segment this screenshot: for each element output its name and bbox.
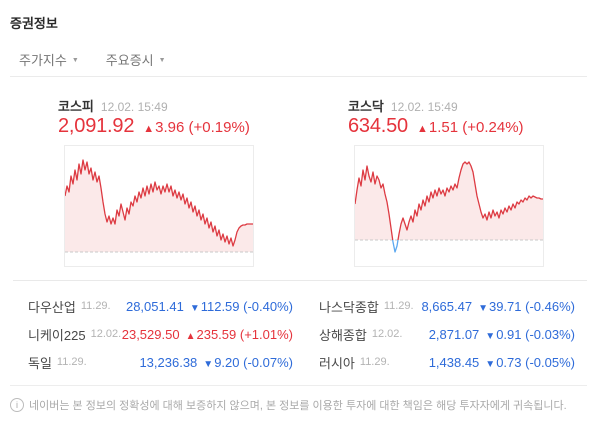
index-date: 11.29.: [56, 356, 87, 368]
index-change: ▼39.71 (-0.46%): [478, 299, 575, 314]
kospi-price: 2,091.92: [58, 115, 135, 137]
index-quote: 2,871.07 ▼0.91 (-0.03%): [429, 327, 575, 342]
down-arrow-icon: ▼: [478, 302, 488, 314]
world-row-russia[interactable]: 러시아 11.29. 1,438.45 ▼0.73 (-0.05%): [319, 348, 575, 376]
chevron-down-icon: ▼: [158, 57, 166, 64]
section-divider: [13, 280, 587, 281]
index-quote: 8,665.47 ▼39.71 (-0.46%): [421, 299, 575, 314]
world-row-dow[interactable]: 다우산업 11.29. 28,051.41 ▼112.59 (-0.40%): [28, 292, 293, 320]
up-arrow-icon: ▲: [143, 123, 155, 135]
index-change-percent: (-0.07%): [243, 354, 293, 370]
index-date: 11.29.: [80, 300, 111, 312]
kosdaq-change: ▲1.51 (+0.24%): [417, 119, 524, 136]
index-change-value: 235.59: [196, 326, 237, 342]
kosdaq-change-percent: (+0.24%): [462, 119, 524, 136]
kosdaq-price-row: 634.50 ▲1.51 (+0.24%): [348, 115, 554, 139]
up-arrow-icon: ▲: [185, 330, 196, 342]
index-name: 니케이225: [28, 327, 86, 343]
index-name: 다우산업: [28, 299, 76, 315]
index-name: 나스닥종합: [319, 299, 379, 315]
world-indices-table: 다우산업 11.29. 28,051.41 ▼112.59 (-0.40%) 나…: [28, 292, 575, 376]
kosdaq-name: 코스닥: [348, 99, 384, 114]
page-title: 증권정보: [10, 16, 58, 31]
index-change-value: 9.20: [214, 354, 240, 370]
world-row-nasdaq[interactable]: 나스닥종합 11.29. 8,665.47 ▼39.71 (-0.46%): [319, 292, 575, 320]
disclaimer: i 네이버는 본 정보의 정확성에 대해 보증하지 않으며, 본 정보를 이용한…: [10, 397, 567, 413]
index-change: ▼9.20 (-0.07%): [203, 355, 293, 370]
index-value: 2,871.07: [428, 326, 480, 342]
up-arrow-icon: ▲: [416, 123, 428, 135]
world-row-germany[interactable]: 독일 11.29. 13,236.38 ▼9.20 (-0.07%): [28, 348, 293, 376]
kosdaq-price: 634.50: [348, 115, 408, 137]
index-change-value: 112.59: [200, 298, 240, 314]
down-arrow-icon: ▼: [203, 358, 214, 370]
index-date: 11.29.: [383, 300, 414, 312]
kospi-card[interactable]: 코스피 12.02. 15:49 2,091.92 ▲3.96 (+0.19%): [58, 96, 264, 267]
index-change-percent: (-0.05%): [525, 354, 575, 370]
kospi-change-value: 3.96: [155, 119, 185, 136]
tab-stock-index[interactable]: 주가지수 ▼: [19, 50, 79, 69]
world-row-shanghai[interactable]: 상해종합 12.02. 2,871.07 ▼0.91 (-0.03%): [319, 320, 575, 348]
index-change: ▼0.73 (-0.05%): [485, 355, 575, 370]
index-change: ▲235.59 (+1.01%): [186, 327, 293, 342]
index-change-percent: (+1.01%): [239, 326, 293, 342]
index-value: 23,529.50: [121, 326, 180, 342]
kospi-chart: [65, 159, 253, 253]
kospi-chart-frame: [64, 145, 254, 267]
tab-major-markets[interactable]: 주요증시 ▼: [106, 50, 166, 69]
index-value: 13,236.38: [139, 354, 198, 370]
index-name: 러시아: [319, 355, 355, 371]
down-arrow-icon: ▼: [485, 330, 496, 342]
index-date: 11.29.: [359, 356, 390, 368]
kospi-price-row: 2,091.92 ▲3.96 (+0.19%): [58, 115, 264, 139]
world-row-nikkei[interactable]: 니케이225 12.02. 23,529.50 ▲235.59 (+1.01%): [28, 320, 293, 348]
down-arrow-icon: ▼: [485, 358, 496, 370]
kosdaq-header: 코스닥 12.02. 15:49: [348, 96, 554, 114]
kospi-header: 코스피 12.02. 15:49: [58, 96, 264, 114]
index-quote: 1,438.45 ▼0.73 (-0.05%): [429, 355, 575, 370]
kosdaq-chart: [355, 161, 543, 253]
kospi-name: 코스피: [58, 99, 94, 114]
disclaimer-text: 네이버는 본 정보의 정확성에 대해 보증하지 않으며, 본 정보를 이용한 투…: [29, 400, 567, 412]
index-quote: 23,529.50 ▲235.59 (+1.01%): [122, 327, 293, 342]
index-date: 12.02.: [371, 328, 403, 340]
index-quote: 28,051.41 ▼112.59 (-0.40%): [126, 299, 293, 314]
index-value: 1,438.45: [428, 354, 480, 370]
index-date: 12.02.: [90, 328, 122, 340]
index-name: 상해종합: [319, 327, 367, 343]
kosdaq-datetime: 12.02. 15:49: [390, 100, 458, 114]
index-change-value: 0.73: [496, 354, 522, 370]
kosdaq-change-value: 1.51: [428, 119, 459, 136]
tab-major-markets-label: 주요증시: [105, 53, 154, 68]
kosdaq-chart-frame: [354, 145, 544, 267]
index-change-percent: (-0.40%): [243, 298, 293, 314]
info-icon: i: [10, 398, 24, 412]
index-change-value: 0.91: [496, 326, 522, 342]
index-name: 독일: [28, 355, 52, 371]
index-change: ▼112.59 (-0.40%): [190, 299, 293, 314]
index-change-value: 39.71: [488, 298, 522, 314]
index-change-percent: (-0.03%): [525, 326, 575, 342]
tab-bar-divider: [10, 76, 587, 77]
index-value: 8,665.47: [421, 298, 473, 314]
chevron-down-icon: ▼: [71, 57, 79, 64]
down-arrow-icon: ▼: [189, 302, 200, 314]
kospi-change-percent: (+0.19%): [188, 119, 250, 136]
kospi-datetime: 12.02. 15:49: [100, 100, 168, 114]
kosdaq-card[interactable]: 코스닥 12.02. 15:49 634.50 ▲1.51 (+0.24%): [348, 96, 554, 267]
tab-bar: 주가지수 ▼ 주요증시 ▼: [19, 50, 166, 69]
index-change: ▼0.91 (-0.03%): [485, 327, 575, 342]
tab-stock-index-label: 주가지수: [19, 53, 67, 68]
index-change-percent: (-0.46%): [525, 298, 575, 314]
index-quote: 13,236.38 ▼9.20 (-0.07%): [139, 355, 293, 370]
kospi-change: ▲3.96 (+0.19%): [143, 119, 250, 136]
index-value: 28,051.41: [125, 298, 184, 314]
footer-divider: [10, 385, 587, 386]
